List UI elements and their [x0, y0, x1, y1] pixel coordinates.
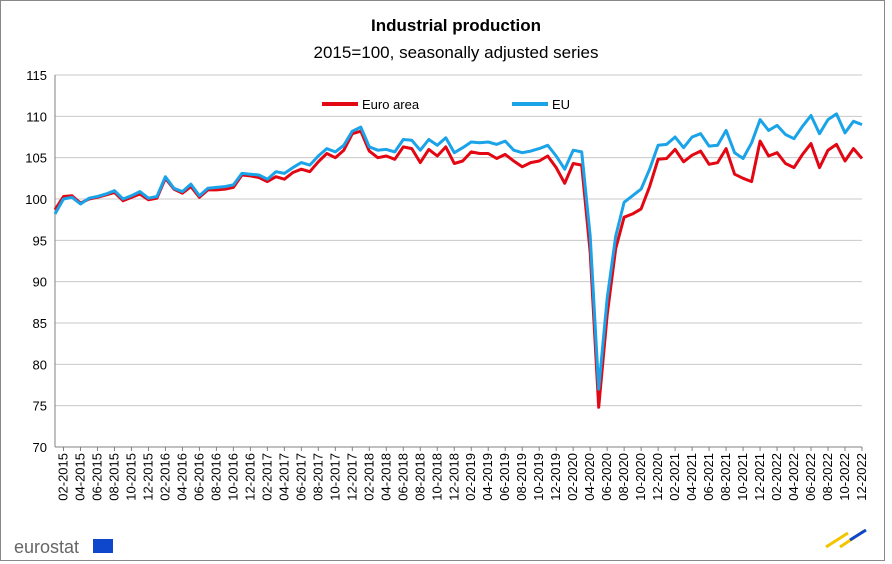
x-tick-label: 04-2022	[786, 453, 801, 501]
x-tick-label: 10-2015	[123, 453, 138, 501]
x-tick-label: 10-2016	[225, 453, 240, 501]
logo: eurostat	[14, 537, 79, 557]
x-tick-label: 02-2015	[55, 453, 70, 501]
legend-label: EU	[552, 97, 570, 112]
x-tick-label: 12-2022	[854, 453, 869, 501]
y-tick-label: 95	[33, 233, 47, 248]
x-tick-label: 10-2019	[531, 453, 546, 501]
x-tick-label: 12-2021	[752, 453, 767, 501]
x-tick-label: 06-2021	[701, 453, 716, 501]
legend-label: Euro area	[362, 97, 420, 112]
chart-subtitle: 2015=100, seasonally adjusted series	[314, 43, 599, 62]
y-tick-label: 115	[26, 68, 47, 83]
y-tick-label: 75	[33, 399, 47, 414]
x-tick-label: 06-2022	[803, 453, 818, 501]
x-tick-label: 08-2016	[208, 453, 223, 501]
x-tick-label: 04-2019	[480, 453, 495, 501]
x-tick-label: 06-2017	[293, 453, 308, 501]
x-tick-label: 08-2020	[616, 453, 631, 501]
y-tick-label: 70	[33, 440, 47, 455]
x-tick-label: 02-2019	[463, 453, 478, 501]
x-tick-label: 06-2019	[497, 453, 512, 501]
x-tick-label: 06-2020	[599, 453, 614, 501]
x-tick-label: 06-2018	[395, 453, 410, 501]
series-line	[53, 112, 863, 391]
x-tick-label: 02-2017	[259, 453, 274, 501]
x-tick-label: 10-2022	[837, 453, 852, 501]
y-tick-label: 80	[33, 357, 47, 372]
x-tick-label: 08-2019	[514, 453, 529, 501]
x-tick-label: 02-2022	[769, 453, 784, 501]
x-tick-label: 06-2016	[191, 453, 206, 501]
y-tick-label: 85	[33, 316, 47, 331]
x-tick-label: 08-2018	[412, 453, 427, 501]
x-tick-label: 10-2021	[735, 453, 750, 501]
x-tick-label: 12-2017	[344, 453, 359, 501]
x-tick-label: 04-2016	[174, 453, 189, 501]
x-tick-label: 04-2015	[72, 453, 87, 501]
x-tick-label: 10-2018	[429, 453, 444, 501]
x-tick-label: 08-2022	[820, 453, 835, 501]
x-tick-label: 12-2015	[140, 453, 155, 501]
y-tick-label: 90	[33, 275, 47, 290]
y-tick-label: 105	[25, 151, 47, 166]
x-tick-label: 08-2017	[310, 453, 325, 501]
x-tick-label: 12-2019	[548, 453, 563, 501]
y-tick-label: 100	[25, 192, 47, 207]
x-tick-label: 04-2017	[276, 453, 291, 501]
y-tick-label: 110	[26, 109, 47, 124]
x-tick-label: 10-2020	[633, 453, 648, 501]
x-tick-label: 10-2017	[327, 453, 342, 501]
x-tick-label: 02-2021	[667, 453, 682, 501]
x-tick-label: 12-2020	[650, 453, 665, 501]
x-tick-label: 04-2020	[582, 453, 597, 501]
x-tick-label: 02-2016	[157, 453, 172, 501]
logo-swoosh	[849, 528, 867, 542]
x-tick-label: 06-2015	[89, 453, 104, 501]
series-line	[53, 129, 864, 409]
x-tick-label: 04-2018	[378, 453, 393, 501]
logo-flag	[93, 539, 113, 553]
x-tick-label: 12-2018	[446, 453, 461, 501]
x-tick-label: 12-2016	[242, 453, 257, 501]
x-tick-label: 04-2021	[684, 453, 699, 501]
x-tick-label: 08-2021	[718, 453, 733, 501]
chart-title: Industrial production	[371, 16, 541, 35]
x-tick-label: 02-2020	[565, 453, 580, 501]
x-tick-label: 08-2015	[106, 453, 121, 501]
x-tick-label: 02-2018	[361, 453, 376, 501]
